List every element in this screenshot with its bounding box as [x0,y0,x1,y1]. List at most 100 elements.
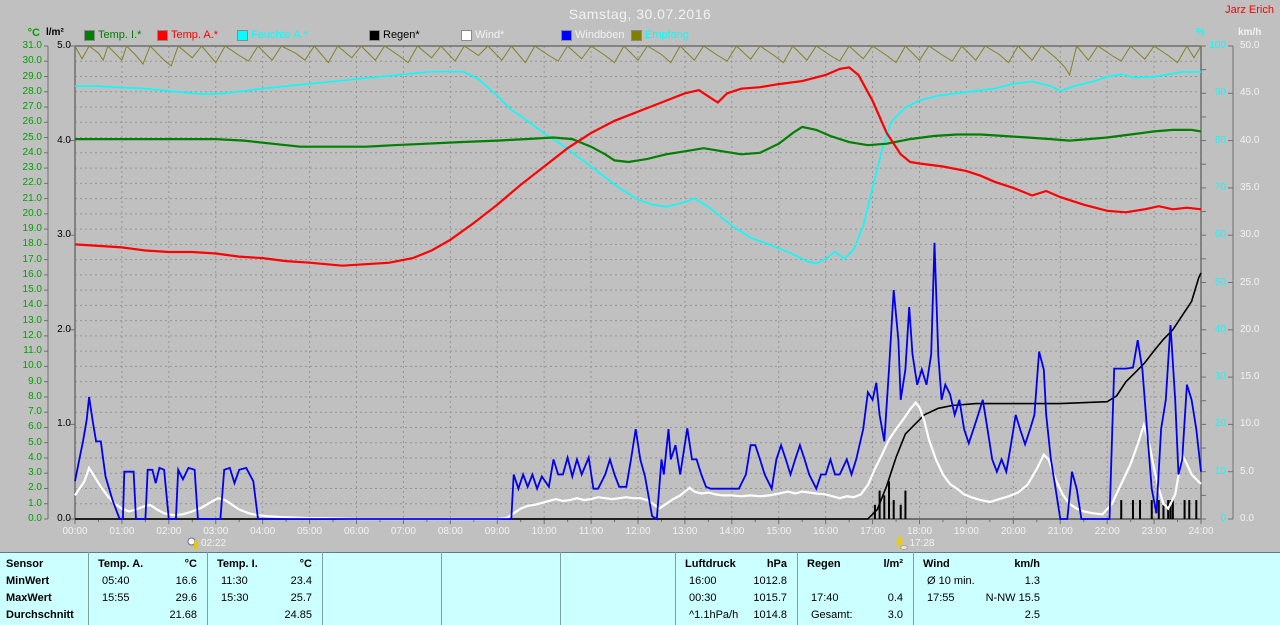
x-axis-label: 07:00 [390,526,416,537]
rain-axis-label: 2.0 [57,323,71,335]
series-windb-en [74,242,1202,521]
temp-axis-label: 30.0 [22,55,42,67]
table-cell-value: 29.6 [175,592,197,604]
x-axis-label: 20:00 [1000,526,1026,537]
rain-bar [899,504,902,519]
humidity-axis-label: 40 [1214,323,1226,335]
legend-label: Feuchte A.* [251,29,308,41]
humidity-axis-label: 10 [1214,465,1226,477]
table-separator [913,552,914,625]
table-cell-time: Gesamt: [811,609,853,621]
table-separator [797,552,798,625]
table-separator [441,552,442,625]
table-separator [675,552,676,625]
legend-swatch-windb-en [561,30,572,41]
wind-axis-label: 15.0 [1240,371,1260,383]
time-marker-label: 02:22 [201,538,227,549]
rain-bar [1183,500,1186,519]
table-cell-value: 24.85 [284,609,312,621]
legend-label: Empfang [645,29,690,41]
time-marker-icon-sun-disc [187,537,200,550]
table-cell-time: 16:00 [689,575,717,587]
legend-swatch-feuchte-a- [237,30,248,41]
temp-axis-label: 24.0 [22,146,42,158]
wind-axis-label: 0.0 [1240,513,1254,524]
table-cell-time: 05:40 [102,575,130,587]
rain-bar [904,490,907,519]
wind-axis-label: 35.0 [1240,181,1260,193]
temp-axis-label: 23.0 [22,162,42,174]
temp-axis-label: 7.0 [28,406,42,418]
rain-bar [1131,500,1134,519]
legend-swatch-empfang [631,30,642,41]
table-col-header: Wind [923,558,950,570]
rain-axis-label: 1.0 [57,418,71,430]
temp-axis-unit: °C [27,27,40,39]
table-cell-value: 1.3 [1024,575,1040,587]
rain-bar [1120,500,1123,519]
series-regen-summe [75,272,1202,520]
humidity-axis-label: 60 [1214,229,1226,241]
rain-bar [1162,504,1165,519]
table-cell-time: 11:30 [221,575,248,587]
table-row-label: Sensor [6,558,44,570]
x-axis-label: 15:00 [766,526,792,537]
x-axis-label: 05:00 [297,526,323,537]
temp-axis-label: 25.0 [22,131,42,143]
table-separator [88,552,89,625]
rain-bar [1169,500,1172,519]
humidity-axis-label: 70 [1214,181,1226,193]
temp-axis-label: 6.0 [28,421,42,433]
wind-axis-label: 45.0 [1240,87,1260,99]
legend-swatch-temp-i- [84,30,95,41]
temp-axis-label: 9.0 [28,375,42,387]
legend-swatch-regen- [369,30,380,41]
temp-axis-label: 29.0 [22,70,42,82]
legend-label: Temp. A.* [171,29,219,41]
wind-axis-label: 30.0 [1240,229,1260,241]
humidity-axis-label: 100 [1209,40,1226,51]
summary-table [0,552,1280,625]
wind-axis-unit: km/h [1238,27,1262,38]
time-marker-label: 17:28 [909,538,935,549]
rain-axis-label: 4.0 [57,134,71,146]
temp-axis-label: 17.0 [22,253,42,265]
time-marker-icon-lightning-cloud [895,537,909,550]
temp-axis-label: 16.0 [22,268,42,280]
rain-axis-label: 3.0 [57,229,71,241]
humidity-axis-label: 0 [1220,513,1226,524]
rain-axis-label: 5.0 [57,40,71,51]
legend-label: Wind* [475,29,505,41]
table-separator [560,552,561,625]
humidity-axis-label: 30 [1214,371,1226,383]
x-axis-label: 00:00 [62,526,88,537]
table-col-header: Luftdruck [685,558,736,570]
legend-label: Temp. I.* [98,29,142,41]
legend-label: Windböen [575,29,625,41]
table-cell-value: 1015.7 [753,592,787,604]
humidity-axis-label: 50 [1214,276,1226,288]
rain-bar [883,495,886,519]
rain-bar [892,500,895,519]
x-axis-label: 14:00 [719,526,745,537]
table-cell-value: 2.5 [1024,609,1040,621]
table-row-label: MinWert [6,575,50,587]
temp-axis-label: 0.0 [28,513,42,524]
table-cell-value: 25.7 [290,592,312,604]
temp-axis-label: 1.0 [28,497,42,509]
temp-axis-label: 18.0 [22,238,42,250]
wind-axis-label: 5.0 [1240,465,1254,477]
x-axis-label: 03:00 [203,526,229,537]
x-axis-label: 01:00 [109,526,135,537]
temp-axis-label: 2.0 [28,482,42,494]
temp-axis-label: 28.0 [22,85,42,97]
humidity-axis-unit: % [1196,27,1205,38]
rain-bar [1188,500,1191,519]
series-temp-i- [75,125,1202,164]
table-cell-value: 3.0 [887,609,903,621]
rain-bar [888,481,891,519]
temp-axis-label: 3.0 [28,467,42,479]
legend-swatch-temp-a- [157,30,168,41]
